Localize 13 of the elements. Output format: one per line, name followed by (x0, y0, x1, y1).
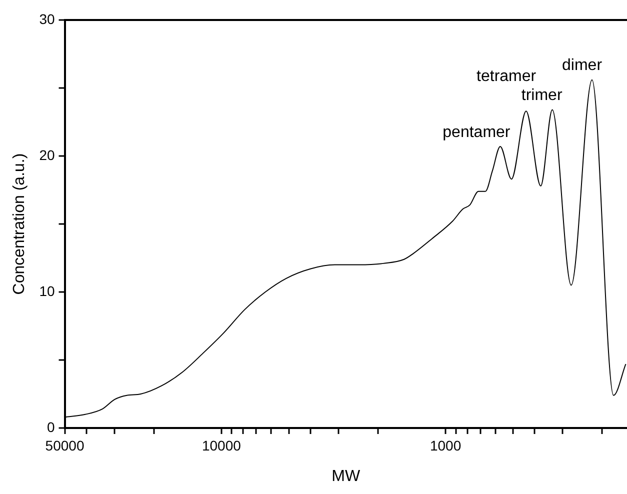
annotation: pentamer (442, 124, 511, 141)
x-tick-label: 10000 (202, 437, 242, 454)
x-axis-title: MW (332, 468, 361, 485)
x-tick-label: 1000 (430, 437, 462, 454)
annotation: trimer (521, 87, 563, 104)
annotation: tetramer (476, 68, 537, 86)
y-tick-label: 10 (39, 282, 55, 299)
y-tick-label: 20 (39, 146, 55, 163)
annotation: dimer (562, 57, 603, 74)
y-axis-title: Concentration (a.u.) (11, 153, 28, 295)
y-tick-label: 30 (39, 10, 55, 27)
x-tick-label: 50000 (45, 437, 84, 454)
y-tick-label: 0 (46, 418, 55, 435)
